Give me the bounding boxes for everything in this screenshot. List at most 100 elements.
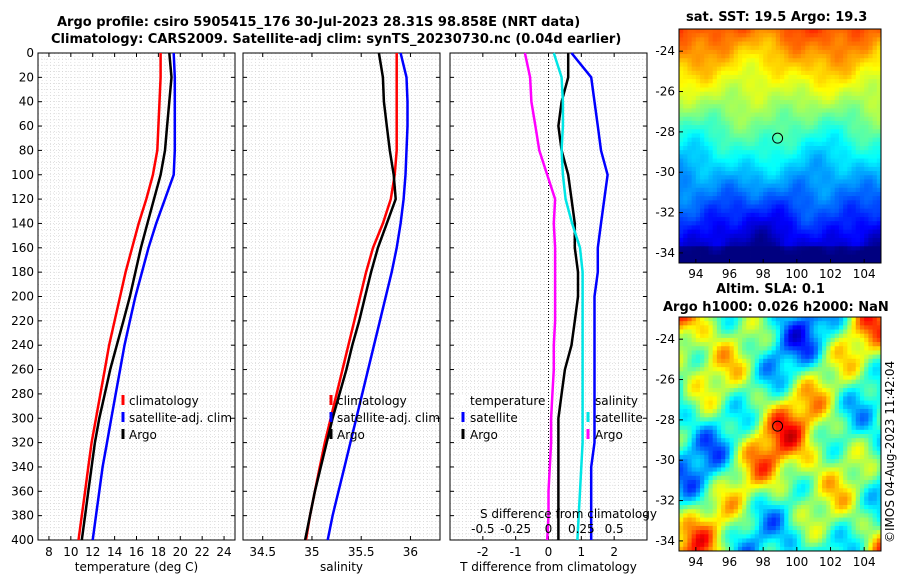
sst-map-cell [822, 166, 827, 172]
sst-map-cell [679, 62, 684, 68]
sst-map-cell [817, 37, 823, 42]
sst-map-cell [775, 125, 781, 130]
sst-map-cell [746, 58, 751, 63]
sst-map-cell [767, 162, 772, 168]
sst-map-cell [775, 49, 781, 55]
sst-map-cell [721, 154, 726, 159]
sst-map-cell [700, 116, 705, 122]
sla-map-cell [859, 354, 865, 360]
depth-tick-label: 100 [11, 168, 34, 182]
series-temperature-Argo [557, 53, 580, 540]
sst-map-cell [721, 166, 726, 172]
sst-map-cell [721, 116, 726, 122]
sst-map-cell [855, 141, 861, 147]
sst-map-cell [872, 79, 878, 84]
sst-map-cell [813, 254, 819, 260]
sst-map-cell [838, 104, 844, 109]
sst-map-cell [788, 141, 794, 147]
sst-map-cell [733, 108, 739, 113]
sst-map-cell [695, 137, 701, 143]
sla-map-cell [838, 421, 844, 427]
sla-map-cell [767, 350, 772, 356]
sst-map-cell [864, 221, 869, 226]
sla-map-cell [813, 438, 819, 443]
sst-map-cell [700, 204, 705, 210]
sla-map-cell [700, 442, 705, 447]
sst-map-cell [687, 171, 693, 176]
sst-map-cell [868, 141, 873, 147]
sst-map-cell [712, 100, 718, 105]
sst-map-cell [830, 45, 836, 51]
sst-map-cell [817, 70, 823, 76]
sla-map-cell [679, 342, 684, 347]
sla-map-cell [855, 333, 861, 339]
sla-map-cell [742, 417, 747, 422]
sst-map-cell [792, 208, 798, 214]
sst-map-cell [700, 74, 705, 80]
sla-map-cell [679, 429, 684, 435]
sla-map-cell [796, 375, 802, 381]
sla-map-cell [704, 358, 709, 364]
sla-map-cell [754, 367, 760, 372]
sla-map-cell [847, 388, 852, 393]
sla-map-cell [704, 434, 709, 439]
sla-map-cell [700, 329, 705, 335]
sla-map-cell [859, 379, 865, 385]
sst-map-cell [826, 62, 831, 68]
sst-map-cell [763, 242, 768, 247]
sla-map-cell [700, 446, 705, 452]
sst-map-cell [683, 29, 688, 34]
sst-map-cell [712, 158, 718, 164]
sst-map-cell [712, 62, 718, 68]
sst-map-cell [838, 95, 844, 101]
sst-map-cell [746, 91, 751, 97]
sst-map-cell [754, 191, 760, 197]
sst-map-cell [809, 116, 815, 122]
sst-map-cell [679, 208, 684, 214]
sst-map-cell [826, 137, 831, 143]
sst-map-cell [796, 200, 802, 205]
sla-map-cell [817, 358, 823, 364]
sst-map-cell [784, 45, 789, 51]
sla-map-cell [826, 325, 831, 330]
sla-map-cell [700, 325, 705, 330]
sst-map-cell [763, 208, 768, 214]
sst-map-cell [771, 116, 777, 122]
sla-map-cell [847, 400, 852, 406]
sla-map-cell [872, 400, 878, 406]
sst-map-cell [864, 74, 869, 80]
sla-map-cell [767, 354, 772, 360]
sst-map-cell [784, 254, 789, 260]
sla-map-cell [683, 413, 688, 418]
sst-map-cell [742, 204, 747, 210]
sst-map-cell [763, 162, 768, 168]
sla-map-cell [843, 325, 848, 330]
sst-map-cell [780, 191, 785, 197]
sla-map-cell [834, 392, 840, 397]
sla-map-cell [758, 383, 764, 389]
sst-map-cell [708, 79, 714, 84]
sst-map-cell [809, 200, 815, 205]
sst-map-cell [767, 196, 772, 201]
sst-map-cell [763, 254, 768, 260]
sst-map-cell [771, 171, 777, 176]
sst-map-cell [729, 37, 735, 42]
sla-map-cell [784, 317, 789, 322]
sst-map-cell [754, 212, 760, 218]
sst-map-cell [712, 37, 718, 42]
sla-map-cell [725, 333, 730, 339]
sst-map-cell [876, 250, 882, 256]
sst-map-cell [712, 129, 718, 134]
sla-map-cell [695, 442, 701, 447]
sst-map-cell [754, 49, 760, 55]
sst-map-cell [771, 100, 777, 105]
sla-map-cell [780, 371, 785, 376]
sst-map-cell [813, 242, 819, 247]
sst-map-cell [859, 49, 865, 55]
sla-map-cell [868, 346, 873, 351]
sla-map-cell [737, 404, 743, 410]
sst-map-cell [822, 158, 827, 164]
sla-map-cell [746, 388, 751, 393]
sst-map-cell [780, 212, 785, 218]
sla-map-cell [729, 375, 735, 381]
